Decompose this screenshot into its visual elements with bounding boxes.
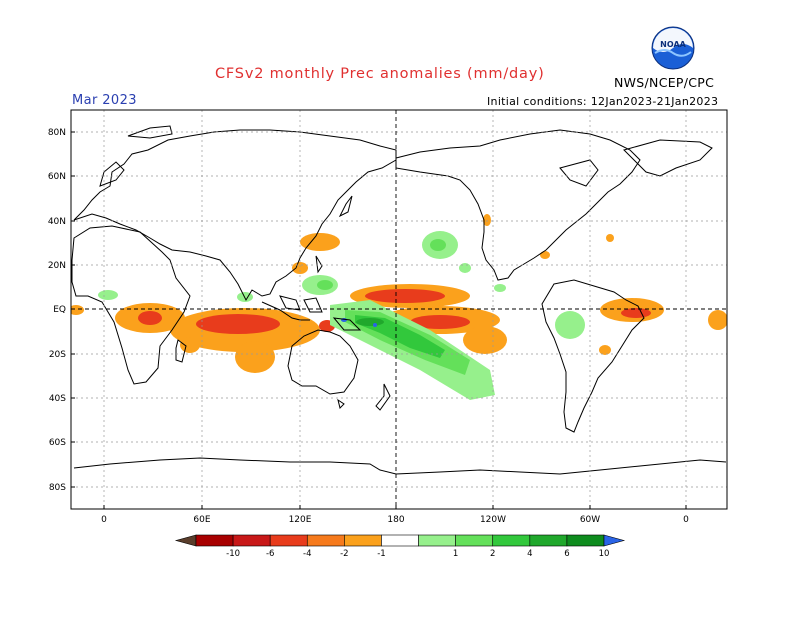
lat-label: 40S	[49, 394, 66, 404]
colorbar-swatch	[492, 534, 531, 547]
equator-dateline	[71, 110, 727, 509]
colorbar-swatch	[529, 534, 568, 547]
lon-label: 60W	[580, 515, 600, 525]
latitude-labels: 80N 60N 40N 20N EQ 20S 40S 60S 80S	[48, 128, 66, 493]
gridlines	[71, 110, 727, 509]
colorbar-label: 10	[599, 549, 610, 559]
colorbar-swatch	[195, 534, 234, 547]
lon-label: 120E	[289, 515, 312, 525]
lat-label: 20N	[48, 261, 66, 271]
colorbar-label: -4	[303, 549, 311, 559]
colorbar: -10 -6 -4 -2 -1 1 2 4 6 10	[174, 534, 626, 559]
colorbar-label: -10	[226, 549, 240, 559]
colorbar-label: 1	[453, 549, 458, 559]
colorbar-swatch	[269, 534, 308, 547]
lon-label: 0	[683, 515, 689, 525]
colorbar-swatch	[455, 534, 494, 547]
wet-anomaly-very-strong	[356, 318, 384, 326]
lon-label: 0	[101, 515, 107, 525]
colorbar-swatch	[381, 534, 419, 547]
colorbar-swatch	[566, 534, 605, 547]
lat-label: 80S	[49, 483, 66, 493]
colorbar-label: -6	[266, 549, 274, 559]
noaa-logo: NOAA	[651, 26, 695, 70]
longitude-labels: 0 60E 120E 180 120W 60W 0	[101, 515, 689, 525]
chart-title: CFSv2 monthly Prec anomalies (mm/day)	[215, 66, 545, 82]
lon-label: 120W	[480, 515, 506, 525]
colorbar-label: 4	[527, 549, 532, 559]
lat-label: 80N	[48, 128, 66, 138]
colorbar-arrow-high	[603, 534, 626, 547]
colorbar-arrow-low	[174, 534, 197, 547]
colorbar-label: -1	[377, 549, 385, 559]
lat-label: 60S	[49, 438, 66, 448]
lon-label: 180	[387, 515, 404, 525]
lat-label: 40N	[48, 217, 66, 227]
initial-conditions: Initial conditions: 12Jan2023-21Jan2023	[487, 95, 719, 108]
noaa-logo-text: NOAA	[660, 40, 686, 49]
colorbar-label: 2	[490, 549, 495, 559]
lon-label: 60E	[193, 515, 210, 525]
lat-label: 60N	[48, 172, 66, 182]
dry-anomaly-moderate	[138, 289, 651, 334]
colorbar-swatch	[306, 534, 345, 547]
axis-ticks	[71, 131, 687, 509]
lat-label: EQ	[53, 305, 66, 315]
agency-label: NWS/NCEP/CPC	[614, 75, 715, 90]
forecast-month: Mar 2023	[72, 93, 137, 108]
colorbar-swatch	[344, 534, 382, 547]
anomaly-shading	[71, 214, 727, 400]
wet-anomaly-strong	[355, 315, 445, 358]
lat-label: 20S	[49, 350, 66, 360]
colorbar-label: -2	[340, 549, 348, 559]
colorbar-swatch	[232, 534, 271, 547]
colorbar-label: 6	[564, 549, 569, 559]
colorbar-swatch	[418, 534, 456, 547]
